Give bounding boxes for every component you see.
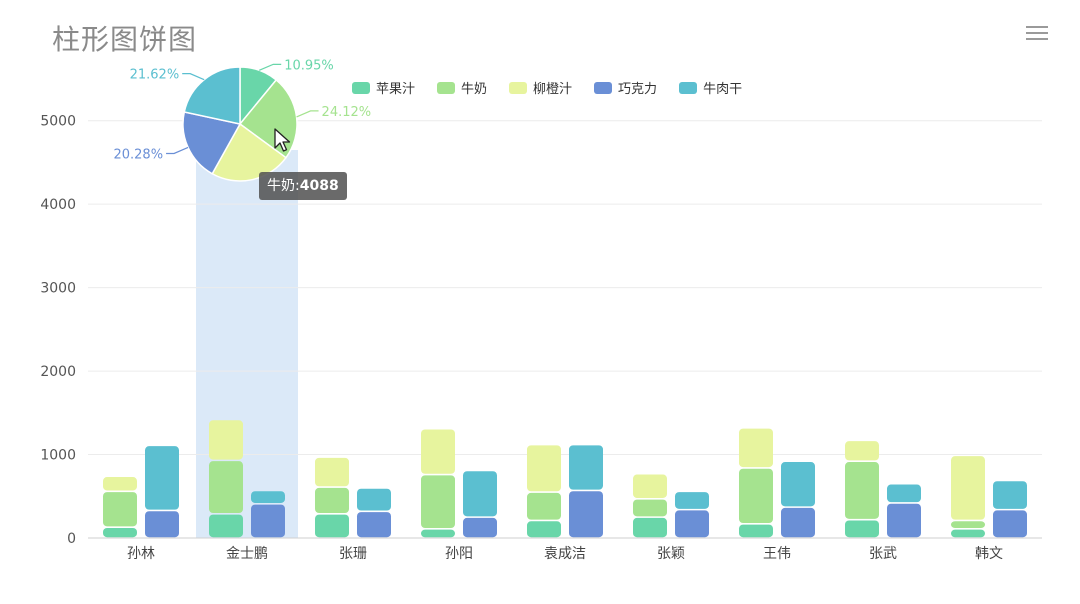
bar-segment: [421, 529, 455, 538]
bar-segment: [675, 492, 709, 509]
legend-label: 牛奶: [461, 82, 488, 97]
pie-slice: [183, 66, 241, 125]
legend-item[interactable]: 巧克力: [594, 78, 657, 97]
y-tick-label: 3000: [40, 281, 76, 297]
legend-item[interactable]: 牛奶: [437, 78, 487, 97]
legend-item[interactable]: 苹果汁: [352, 78, 415, 97]
pie-label-line: [258, 63, 282, 71]
bar-segment: [951, 456, 985, 520]
mouse-cursor-icon: [274, 128, 291, 152]
bar-segment: [463, 471, 497, 517]
bar-segment: [569, 491, 603, 538]
pie-label: 20.28%: [113, 147, 163, 162]
pie-label: 10.95%: [284, 58, 334, 73]
legend-swatch: [594, 81, 613, 94]
bar-segment: [951, 521, 985, 529]
bar-segment: [633, 499, 667, 517]
pie-label-line: [166, 146, 189, 155]
y-tick-label: 2000: [40, 364, 76, 380]
bar-segment: [887, 484, 921, 503]
x-tick-label: 王伟: [763, 546, 791, 562]
legend: 苹果汁 牛奶 柳橙汁 巧克力 牛肉干: [352, 78, 764, 97]
bar-segment: [739, 524, 773, 538]
x-tick-label: 张珊: [339, 546, 367, 562]
bar-segment: [887, 503, 921, 538]
bar-segment: [633, 517, 667, 538]
legend-swatch: [352, 81, 370, 94]
bar-segment: [315, 514, 349, 538]
bar-segment: [103, 477, 137, 491]
bar-segment: [209, 461, 243, 513]
legend-label: 牛肉干: [703, 82, 743, 97]
bar-segment: [993, 481, 1027, 509]
y-tick-label: 4000: [40, 197, 76, 213]
legend-swatch: [437, 81, 456, 94]
y-tick-label: 1000: [40, 448, 76, 464]
bar-segment: [633, 474, 667, 498]
tooltip: 牛奶:4088: [259, 172, 347, 200]
bar-segment: [527, 445, 561, 492]
x-tick-label: 张武: [869, 546, 897, 562]
x-tick-label: 金士鹏: [226, 546, 268, 562]
legend-swatch: [679, 81, 698, 94]
tooltip-value: 4088: [299, 178, 339, 194]
legend-label: 柳橙汁: [533, 82, 573, 97]
bar-segment: [251, 504, 285, 538]
pie-label: 21.62%: [130, 68, 180, 83]
legend-item[interactable]: 牛肉干: [679, 78, 742, 97]
bar-segment: [209, 420, 243, 460]
y-tick-label: 5000: [40, 114, 76, 130]
bar-segment: [781, 462, 815, 507]
bar-segment: [421, 475, 455, 529]
bar-segment: [145, 511, 179, 538]
x-tick-label: 孙阳: [445, 546, 473, 562]
x-tick-label: 孙林: [127, 546, 155, 562]
legend-item[interactable]: 柳橙汁: [509, 78, 572, 97]
bar-segment: [951, 529, 985, 538]
bar-segment: [357, 512, 391, 538]
bar-segment: [315, 487, 349, 513]
bar-segment: [463, 517, 497, 538]
legend-label: 苹果汁: [376, 82, 416, 97]
tooltip-series-name: 牛奶: [267, 178, 295, 194]
bar-segment: [145, 446, 179, 510]
bar-segment: [781, 507, 815, 538]
bar-segment: [209, 514, 243, 538]
menu-icon[interactable]: [1024, 22, 1050, 44]
pie-label: 24.12%: [322, 105, 372, 120]
bar-segment: [569, 445, 603, 490]
bar-segment: [993, 510, 1027, 538]
bar-segment: [527, 521, 561, 538]
bar-segment: [739, 468, 773, 524]
bar-segment: [251, 491, 285, 503]
x-tick-label: 袁成洁: [544, 546, 586, 562]
x-tick-label: 韩文: [975, 546, 1003, 562]
pie-label-line: [182, 73, 205, 81]
pie-slice: [211, 122, 288, 182]
legend-label: 巧克力: [618, 82, 658, 97]
bar-segment: [739, 428, 773, 468]
bar-segment: [315, 457, 349, 487]
chart-title: 柱形图饼图: [52, 23, 198, 56]
x-tick-label: 张颖: [657, 546, 685, 562]
pie-slice: [182, 111, 242, 175]
bar-segment: [421, 429, 455, 474]
bar-segment: [103, 492, 137, 527]
bar-segment: [845, 462, 879, 519]
bar-segment: [527, 492, 561, 520]
bar-segment: [845, 441, 879, 461]
y-tick-label: 0: [67, 531, 76, 547]
pie-label-line: [296, 110, 319, 118]
bar-segment: [103, 527, 137, 538]
bar-segment: [357, 488, 391, 511]
bar-segment: [845, 520, 879, 538]
bar-segment: [675, 510, 709, 538]
legend-swatch: [509, 81, 528, 94]
